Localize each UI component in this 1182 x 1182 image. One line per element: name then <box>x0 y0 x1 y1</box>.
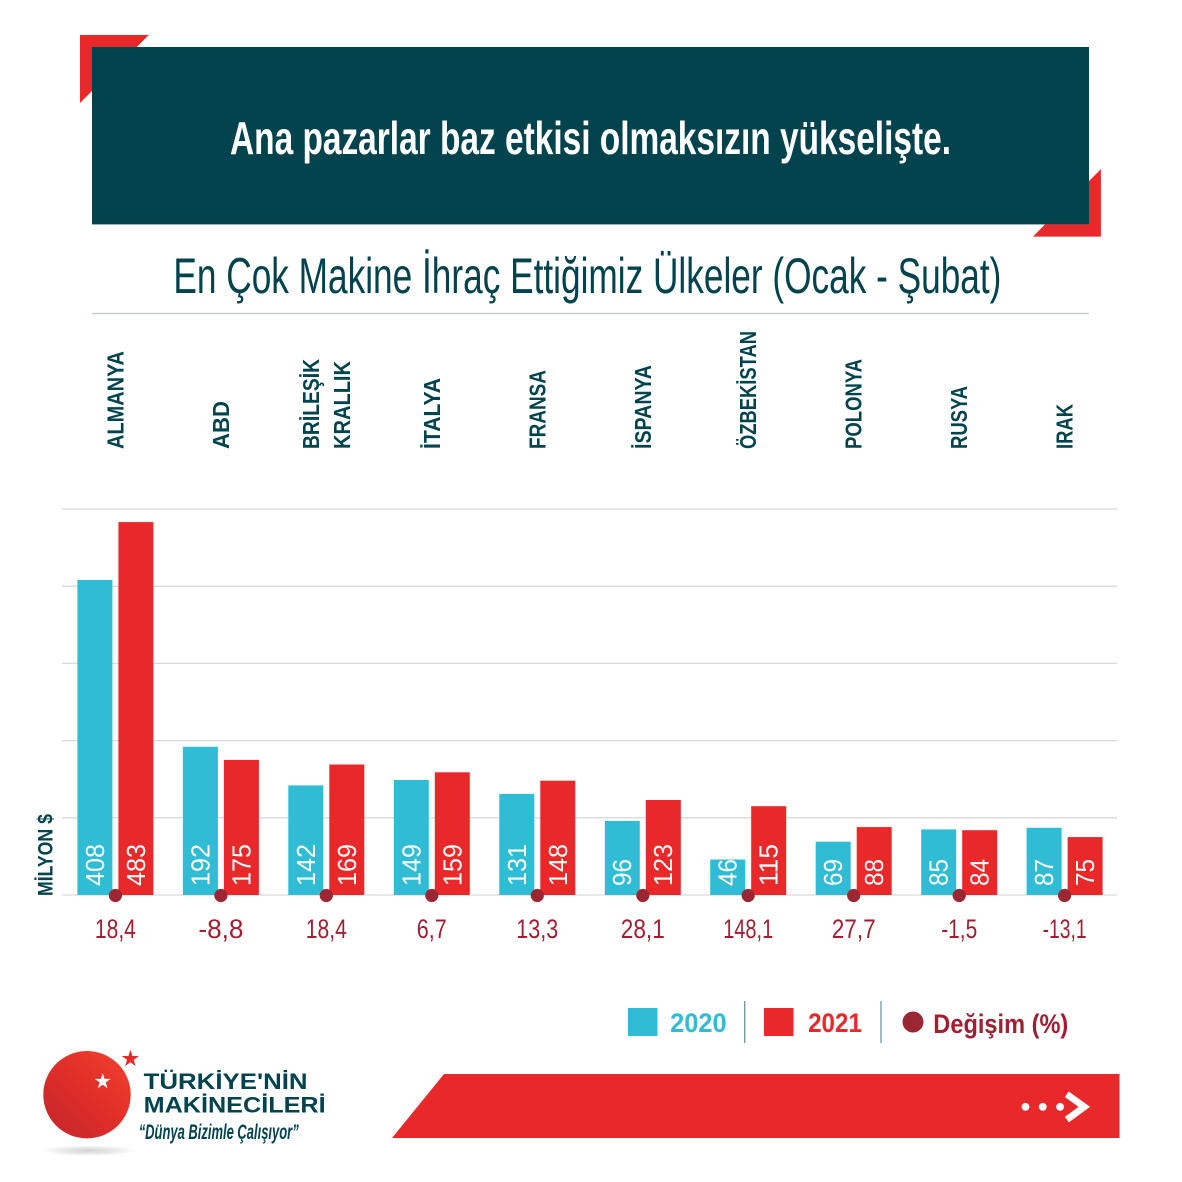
svg-text:123: 123 <box>648 844 678 886</box>
svg-text:POLONYA: POLONYA <box>841 359 867 449</box>
svg-text:İSPANYA: İSPANYA <box>630 365 656 449</box>
svg-text:FRANSA: FRANSA <box>524 370 550 449</box>
svg-text:84: 84 <box>965 859 995 886</box>
svg-text:-8,8: -8,8 <box>198 914 243 944</box>
svg-text:BRİLEŞİK: BRİLEŞİK <box>298 359 324 449</box>
svg-text:87: 87 <box>1029 859 1059 886</box>
svg-text:96: 96 <box>607 859 637 886</box>
svg-text:En Çok Makine İhraç Ettiğimiz: En Çok Makine İhraç Ettiğimiz Ülkeler (O… <box>173 248 1001 304</box>
svg-text:-1,5: -1,5 <box>941 914 977 944</box>
svg-text:-13,1: -13,1 <box>1043 914 1087 944</box>
svg-text:88: 88 <box>859 859 889 886</box>
svg-text:İTALYA: İTALYA <box>419 378 445 449</box>
svg-text:18,4: 18,4 <box>95 914 136 944</box>
svg-text:MİLYON $: MİLYON $ <box>34 814 58 896</box>
svg-text:149: 149 <box>396 844 426 886</box>
svg-text:85: 85 <box>924 859 954 886</box>
svg-text:MAKİNECİLERİ: MAKİNECİLERİ <box>144 1093 326 1118</box>
svg-text:192: 192 <box>185 844 215 886</box>
svg-text:408: 408 <box>80 844 110 886</box>
svg-text:175: 175 <box>226 844 256 886</box>
svg-text:27,7: 27,7 <box>832 914 876 944</box>
svg-text:Ana pazarlar baz etkisi olmaks: Ana pazarlar baz etkisi olmaksızın yükse… <box>230 112 951 164</box>
svg-text:2020: 2020 <box>670 1008 727 1038</box>
svg-text:148: 148 <box>543 844 573 886</box>
svg-text:115: 115 <box>754 844 784 886</box>
svg-text:2021: 2021 <box>808 1008 862 1038</box>
svg-text:142: 142 <box>291 844 321 886</box>
svg-text:13,3: 13,3 <box>516 914 558 944</box>
svg-text:6,7: 6,7 <box>417 914 447 944</box>
svg-text:148,1: 148,1 <box>723 914 773 944</box>
svg-text:“Dünya Bizimle Çalışıyor”: “Dünya Bizimle Çalışıyor” <box>139 1121 299 1144</box>
svg-text:ALMANYA: ALMANYA <box>102 351 128 449</box>
svg-text:69: 69 <box>818 859 848 886</box>
svg-text:75: 75 <box>1070 859 1100 886</box>
svg-text:28,1: 28,1 <box>621 914 665 944</box>
svg-text:159: 159 <box>437 844 467 886</box>
svg-text:RUSYA: RUSYA <box>946 386 972 449</box>
svg-text:KRALLIK: KRALLIK <box>329 361 355 449</box>
svg-text:TÜRKİYE'NİN: TÜRKİYE'NİN <box>144 1069 308 1094</box>
svg-text:18,4: 18,4 <box>306 914 347 944</box>
svg-text:ÖZBEKİSTAN: ÖZBEKİSTAN <box>735 331 761 449</box>
svg-text:ABD: ABD <box>208 401 234 449</box>
svg-text:IRAK: IRAK <box>1052 404 1078 449</box>
svg-text:46: 46 <box>713 859 743 886</box>
svg-text:Değişim (%): Değişim (%) <box>933 1009 1068 1039</box>
svg-text:131: 131 <box>502 844 532 886</box>
svg-text:169: 169 <box>332 844 362 886</box>
svg-text:483: 483 <box>121 844 151 886</box>
